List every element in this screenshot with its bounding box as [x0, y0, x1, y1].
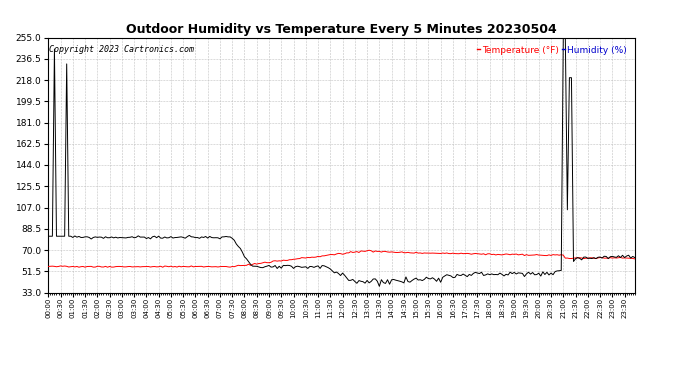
- Text: Copyright 2023 Cartronics.com: Copyright 2023 Cartronics.com: [50, 45, 195, 54]
- Legend: Temperature (°F), Humidity (%): Temperature (°F), Humidity (%): [473, 42, 630, 58]
- Title: Outdoor Humidity vs Temperature Every 5 Minutes 20230504: Outdoor Humidity vs Temperature Every 5 …: [126, 23, 557, 36]
